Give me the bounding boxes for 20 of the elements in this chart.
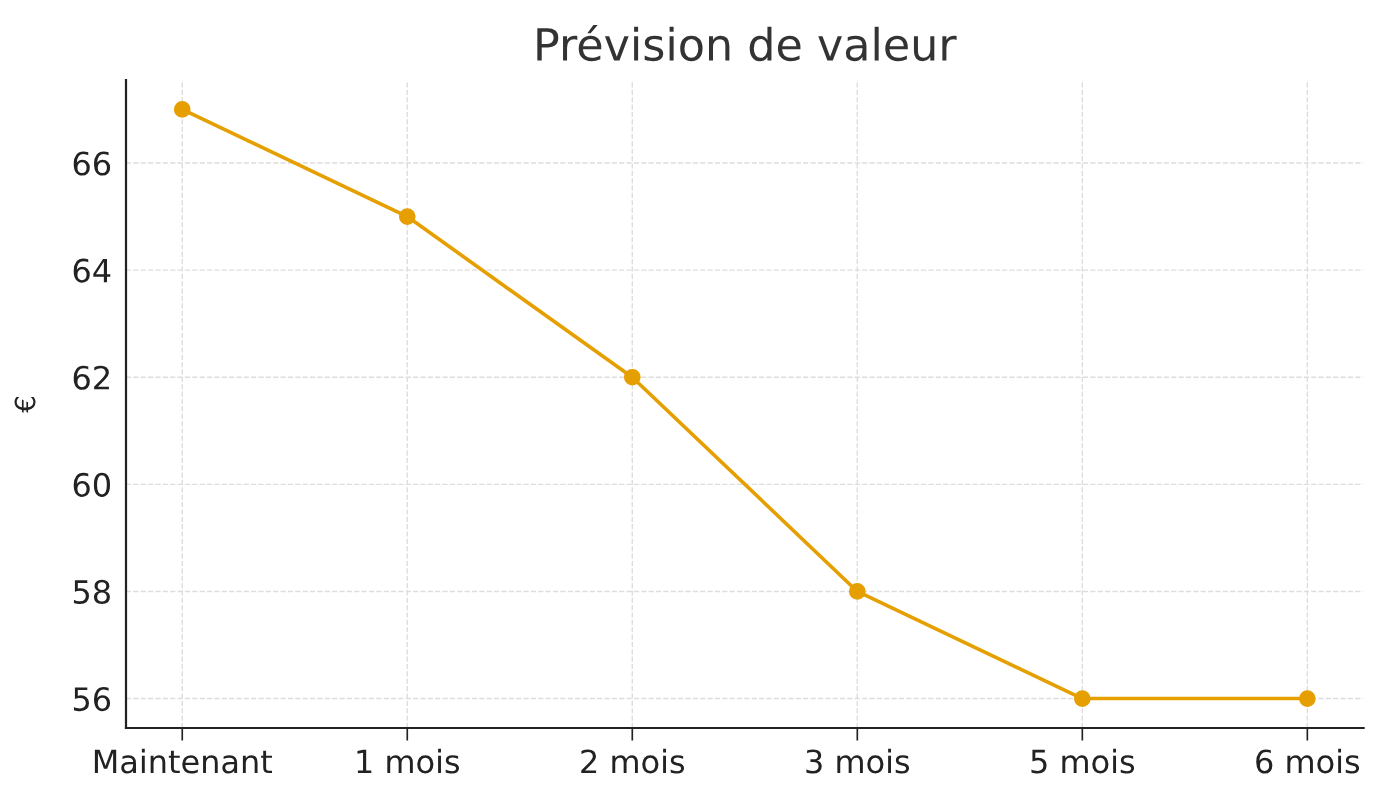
point: [1299, 690, 1316, 707]
y-tick-label: 58: [73, 579, 110, 605]
y-tick-label: 62: [73, 365, 109, 390]
point: [623, 368, 641, 386]
point: [398, 208, 416, 225]
x-tick-label: Maintenant: [94, 748, 273, 774]
point: [848, 583, 866, 600]
x-tick-label: 1 mois: [357, 748, 460, 774]
x-tick-label: 3 mois: [806, 748, 910, 774]
point: [1073, 690, 1091, 707]
x-tick-label: 2 mois: [581, 748, 685, 774]
y-tick-label: 64: [73, 258, 111, 283]
y-tick-label: 66: [73, 151, 111, 176]
y-tick-label: 60: [73, 472, 110, 497]
x-tick-label: 5 mois: [1031, 748, 1135, 774]
chart-title: Prévision de valeur: [537, 25, 957, 62]
y-tick-label: 56: [73, 686, 111, 712]
point: [173, 101, 191, 118]
x-tick-label: 6 mois: [1256, 748, 1360, 774]
y-axis-title: €: [14, 397, 36, 413]
